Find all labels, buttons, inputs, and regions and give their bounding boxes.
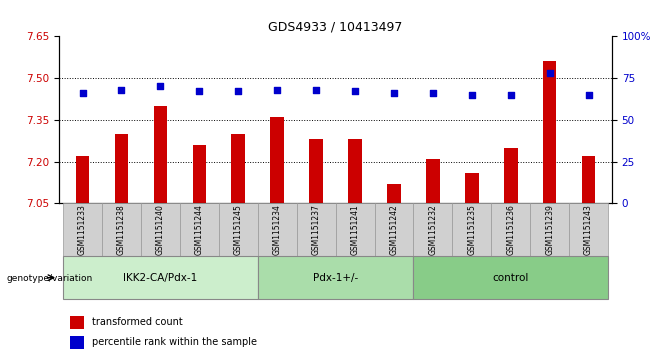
Bar xyxy=(504,148,518,203)
Bar xyxy=(258,256,413,299)
Bar xyxy=(70,315,84,329)
Text: genotype/variation: genotype/variation xyxy=(7,274,93,283)
Bar xyxy=(258,203,297,256)
Bar xyxy=(569,203,608,256)
Bar xyxy=(543,61,557,203)
Point xyxy=(428,90,438,96)
Bar xyxy=(582,156,595,203)
Bar xyxy=(270,117,284,203)
Text: GSM1151232: GSM1151232 xyxy=(428,204,438,255)
Text: Pdx-1+/-: Pdx-1+/- xyxy=(313,273,358,283)
Text: GSM1151240: GSM1151240 xyxy=(156,204,165,255)
Point xyxy=(194,89,205,94)
Bar xyxy=(413,256,608,299)
Bar xyxy=(530,203,569,256)
Point xyxy=(505,92,516,98)
Point xyxy=(544,70,555,76)
Bar xyxy=(63,203,102,256)
Point xyxy=(155,83,166,89)
Text: GSM1151244: GSM1151244 xyxy=(195,204,204,255)
Bar xyxy=(413,203,452,256)
Text: GSM1151239: GSM1151239 xyxy=(545,204,554,255)
Point xyxy=(311,87,321,93)
Text: GSM1151235: GSM1151235 xyxy=(467,204,476,255)
Bar xyxy=(348,139,362,203)
Text: GSM1151243: GSM1151243 xyxy=(584,204,593,255)
Text: GSM1151236: GSM1151236 xyxy=(506,204,515,255)
Bar xyxy=(465,173,478,203)
Point xyxy=(233,89,243,94)
Text: GSM1151238: GSM1151238 xyxy=(117,204,126,255)
Text: percentile rank within the sample: percentile rank within the sample xyxy=(92,337,257,347)
Bar xyxy=(63,256,258,299)
Text: IKK2-CA/Pdx-1: IKK2-CA/Pdx-1 xyxy=(123,273,197,283)
Bar xyxy=(309,139,323,203)
Point xyxy=(467,92,477,98)
Text: GSM1151237: GSM1151237 xyxy=(312,204,320,255)
Bar xyxy=(141,203,180,256)
Bar xyxy=(297,203,336,256)
Text: transformed count: transformed count xyxy=(92,317,183,327)
Point xyxy=(77,90,88,96)
Bar xyxy=(452,203,492,256)
Bar xyxy=(492,203,530,256)
Bar xyxy=(114,134,128,203)
Point xyxy=(350,89,361,94)
Bar xyxy=(232,134,245,203)
Point xyxy=(389,90,399,96)
Text: GSM1151242: GSM1151242 xyxy=(390,204,399,255)
Text: GSM1151245: GSM1151245 xyxy=(234,204,243,255)
Text: GSM1151241: GSM1151241 xyxy=(351,204,359,255)
Text: GSM1151233: GSM1151233 xyxy=(78,204,87,255)
Point xyxy=(584,92,594,98)
Bar xyxy=(193,145,206,203)
Bar xyxy=(102,203,141,256)
Bar xyxy=(180,203,219,256)
Text: GSM1151234: GSM1151234 xyxy=(272,204,282,255)
Text: control: control xyxy=(493,273,529,283)
Point xyxy=(272,87,282,93)
Title: GDS4933 / 10413497: GDS4933 / 10413497 xyxy=(268,21,403,34)
Bar xyxy=(219,203,258,256)
Bar xyxy=(426,159,440,203)
Bar xyxy=(70,336,84,348)
Point xyxy=(116,87,127,93)
Bar xyxy=(374,203,413,256)
Bar xyxy=(153,106,167,203)
Bar xyxy=(387,184,401,203)
Bar xyxy=(76,156,89,203)
Bar xyxy=(336,203,374,256)
